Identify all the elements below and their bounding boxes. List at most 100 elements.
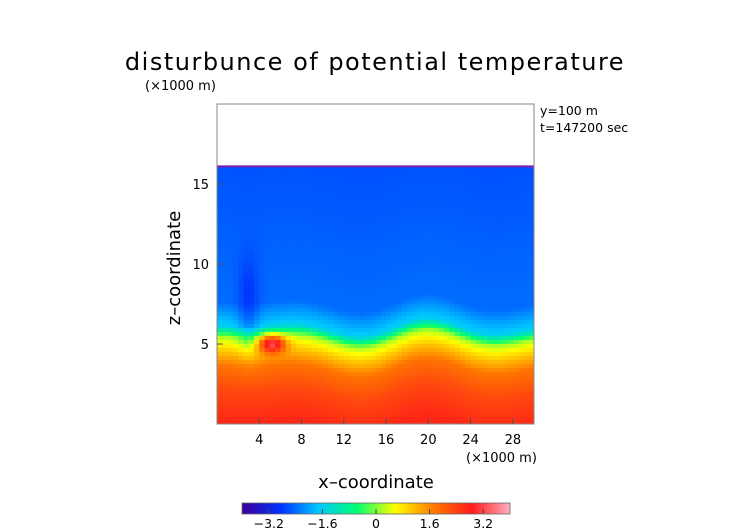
heatmap-cell (290, 311, 297, 316)
heatmap-cell (227, 351, 234, 356)
heatmap-cell (428, 275, 435, 280)
heatmap-cell (301, 323, 308, 328)
heatmap-cell (280, 182, 287, 187)
heatmap-cell (428, 335, 435, 340)
heatmap-cell (217, 210, 223, 216)
heatmap-cell (512, 178, 519, 183)
heatmap-cell (523, 182, 530, 187)
heatmap-cell (343, 343, 350, 348)
heatmap-cell (481, 254, 487, 260)
heatmap-cell (222, 182, 228, 187)
heatmap-cell (497, 250, 503, 256)
heatmap-cell (285, 214, 292, 220)
heatmap-cell (502, 258, 508, 264)
heatmap-cell (222, 391, 228, 397)
heatmap-cell (243, 331, 250, 336)
heatmap-cell (306, 226, 313, 232)
heatmap-cell (401, 275, 408, 280)
heatmap-cell (343, 323, 350, 328)
heatmap-cell (349, 347, 355, 352)
heatmap-cell (444, 407, 450, 413)
heatmap-cell (238, 291, 244, 296)
heatmap-cell (491, 283, 498, 288)
heatmap-cell (407, 335, 413, 340)
heatmap-cell (238, 395, 244, 401)
heatmap-cell (512, 242, 519, 248)
heatmap-cell (333, 331, 339, 336)
heatmap-cell (275, 210, 281, 216)
heatmap-cell (290, 275, 297, 280)
heatmap-cell (423, 190, 429, 195)
heatmap-cell (502, 323, 508, 328)
heatmap-cell (380, 186, 387, 191)
heatmap-cell (449, 299, 456, 304)
heatmap-cell (502, 218, 508, 224)
heatmap-cell (370, 407, 376, 413)
heatmap-cell (491, 170, 498, 175)
heatmap-cell (502, 359, 508, 365)
heatmap-cell (312, 275, 318, 280)
heatmap-cell (248, 238, 255, 244)
heatmap-cell (275, 182, 281, 187)
heatmap-cell (417, 419, 424, 425)
heatmap-cell (391, 379, 398, 385)
heatmap-cell (523, 238, 530, 244)
heatmap-cell (238, 174, 244, 179)
heatmap-cell (507, 395, 514, 401)
heatmap-cell (507, 246, 514, 252)
heatmap-cell (327, 194, 334, 199)
heatmap-cell (523, 174, 530, 179)
heatmap-cell (407, 299, 413, 304)
heatmap-cell (502, 415, 508, 421)
heatmap-cell (470, 226, 477, 232)
heatmap-cell (232, 182, 239, 187)
heatmap-cell (491, 323, 498, 328)
heatmap-cell (285, 166, 292, 171)
heatmap-cell (338, 371, 345, 377)
heatmap-cell (412, 323, 419, 328)
heatmap-cell (491, 186, 498, 191)
heatmap-cell (507, 267, 514, 272)
heatmap-cell (306, 327, 313, 332)
heatmap-cell (338, 186, 345, 191)
heatmap-cell (423, 367, 429, 373)
heatmap-cell (417, 283, 424, 288)
heatmap-cell (248, 202, 255, 208)
heatmap-cell (312, 194, 318, 199)
heatmap-cell (217, 206, 223, 212)
heatmap-cell (433, 299, 440, 304)
heatmap-cell (423, 399, 429, 405)
heatmap-cell (380, 327, 387, 332)
heatmap-cell (460, 295, 466, 300)
heatmap-cell (354, 363, 361, 369)
heatmap-cell (486, 339, 493, 344)
heatmap-cell (322, 218, 329, 224)
heatmap-cell (222, 170, 228, 175)
heatmap-cell (428, 242, 435, 248)
heatmap-cell (470, 395, 477, 401)
heatmap-cell (322, 210, 329, 216)
heatmap-cell (264, 299, 271, 304)
heatmap-cell (248, 287, 255, 292)
heatmap-cell (290, 419, 297, 425)
heatmap-cell (481, 214, 487, 220)
heatmap-cell (343, 371, 350, 377)
heatmap-cell (275, 415, 281, 421)
heatmap-cell (380, 295, 387, 300)
heatmap-cell (417, 379, 424, 385)
heatmap-cell (343, 210, 350, 216)
heatmap-cell (460, 311, 466, 316)
heatmap-cell (280, 399, 287, 405)
heatmap-cell (475, 391, 482, 397)
heatmap-cell (285, 379, 292, 385)
heatmap-cell (275, 371, 281, 377)
heatmap-cell (285, 315, 292, 320)
heatmap-cell (275, 363, 281, 369)
heatmap-cell (296, 210, 302, 216)
heatmap-cell (465, 411, 471, 417)
heatmap-cell (227, 407, 234, 413)
heatmap-cell (248, 339, 255, 344)
heatmap-cell (433, 379, 440, 385)
heatmap-cell (217, 415, 223, 421)
heatmap-cell (290, 379, 297, 385)
